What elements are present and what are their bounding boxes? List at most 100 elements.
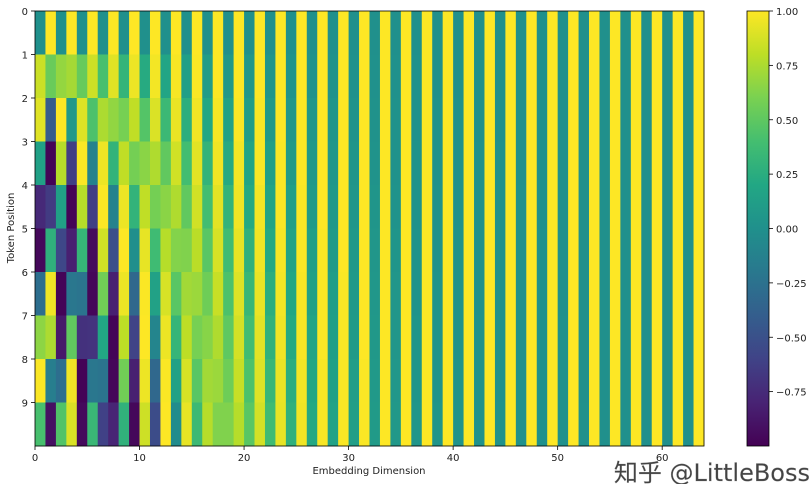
heatmap-cell: [212, 11, 224, 55]
tick-label: 6: [22, 268, 28, 279]
heatmap-cell: [474, 272, 485, 316]
heatmap-cell: [254, 141, 266, 186]
heatmap-cell: [233, 272, 245, 316]
heatmap-cell: [494, 185, 506, 229]
heatmap-cell: [578, 272, 590, 316]
heatmap-cell: [390, 141, 402, 186]
heatmap-cell: [547, 98, 559, 142]
heatmap-cell: [536, 185, 548, 229]
heatmap-cell: [536, 359, 548, 403]
heatmap-cell: [202, 228, 214, 273]
heatmap-cell: [651, 402, 663, 447]
heatmap-cell: [108, 11, 120, 55]
heatmap-cell: [139, 11, 151, 55]
heatmap-cell: [160, 185, 172, 229]
heatmap-cell: [45, 141, 57, 186]
heatmap-cell: [306, 402, 318, 447]
heatmap-cell: [108, 98, 120, 142]
tick-label: 10: [133, 453, 146, 464]
heatmap-cell: [285, 228, 297, 273]
heatmap-cell: [557, 402, 569, 447]
heatmap-cell: [390, 359, 402, 403]
heatmap-cell: [129, 272, 140, 316]
heatmap-cell: [505, 11, 517, 55]
heatmap-cell: [76, 11, 88, 55]
heatmap-cell: [557, 185, 569, 229]
heatmap-cell: [400, 315, 412, 360]
heatmap-cell: [400, 228, 412, 273]
heatmap-cell: [254, 272, 266, 316]
heatmap-cell: [212, 402, 224, 447]
heatmap-cell: [672, 98, 684, 142]
heatmap-cell: [442, 185, 454, 229]
tick-label: 2: [22, 94, 28, 105]
heatmap-cell: [170, 141, 182, 186]
heatmap-cell: [463, 141, 475, 186]
heatmap-cell: [369, 11, 381, 55]
heatmap-cell: [160, 315, 172, 360]
heatmap-cell: [474, 359, 485, 403]
heatmap-cell: [35, 359, 46, 403]
heatmap-cell: [254, 359, 266, 403]
heatmap-cell: [641, 272, 653, 316]
heatmap-cell: [463, 185, 475, 229]
heatmap-cell: [683, 141, 694, 186]
heatmap-cell: [662, 402, 674, 447]
heatmap-cell: [181, 228, 193, 273]
heatmap-cell: [379, 315, 391, 360]
heatmap-cell: [463, 228, 475, 273]
heatmap-cell: [589, 185, 600, 229]
heatmap-cell: [599, 402, 611, 447]
heatmap-cell: [515, 402, 527, 447]
heatmap-cell: [474, 141, 485, 186]
heatmap-cell: [693, 185, 705, 229]
heatmap-cell: [662, 141, 674, 186]
heatmap-cell: [87, 141, 99, 186]
heatmap-cell: [620, 228, 632, 273]
heatmap-cell: [296, 315, 308, 360]
heatmap-cell: [338, 228, 349, 273]
heatmap-cell: [630, 54, 642, 99]
heatmap-cell: [651, 141, 663, 186]
heatmap-cell: [578, 11, 590, 55]
heatmap-cell: [547, 141, 559, 186]
heatmap-cell: [223, 98, 235, 142]
heatmap-cell: [35, 185, 46, 229]
heatmap-cell: [97, 228, 109, 273]
heatmap-cell: [348, 359, 360, 403]
heatmap-cell: [432, 141, 444, 186]
heatmap-cell: [264, 359, 276, 403]
heatmap-cell: [66, 359, 78, 403]
heatmap-cell: [149, 141, 161, 186]
heatmap-cell: [369, 272, 381, 316]
heatmap-cell: [35, 11, 46, 55]
heatmap-cell: [494, 315, 506, 360]
heatmap-cell: [432, 272, 444, 316]
heatmap-cell: [599, 141, 611, 186]
heatmap-cell: [442, 272, 454, 316]
heatmap-cell: [244, 359, 255, 403]
heatmap-cell: [338, 141, 349, 186]
heatmap-cell: [672, 185, 684, 229]
heatmap-cell: [160, 272, 172, 316]
heatmap-cell: [411, 402, 423, 447]
heatmap-cell: [233, 402, 245, 447]
heatmap-cell: [474, 402, 485, 447]
heatmap-cell: [463, 272, 475, 316]
heatmap-cell: [672, 402, 684, 447]
heatmap-cell: [35, 54, 46, 99]
heatmap-cell: [202, 141, 214, 186]
heatmap-cell: [359, 228, 370, 273]
heatmap-cell: [160, 98, 172, 142]
x-axis-label: Embedding Dimension: [312, 466, 425, 477]
heatmap-cell: [191, 228, 203, 273]
heatmap-cell: [526, 54, 538, 99]
heatmap-cell: [285, 402, 297, 447]
heatmap-cell: [400, 98, 412, 142]
heatmap-cell: [589, 402, 600, 447]
heatmap-cell: [254, 185, 266, 229]
heatmap-cell: [202, 272, 214, 316]
heatmap-cell: [338, 315, 349, 360]
heatmap-cell: [662, 228, 674, 273]
